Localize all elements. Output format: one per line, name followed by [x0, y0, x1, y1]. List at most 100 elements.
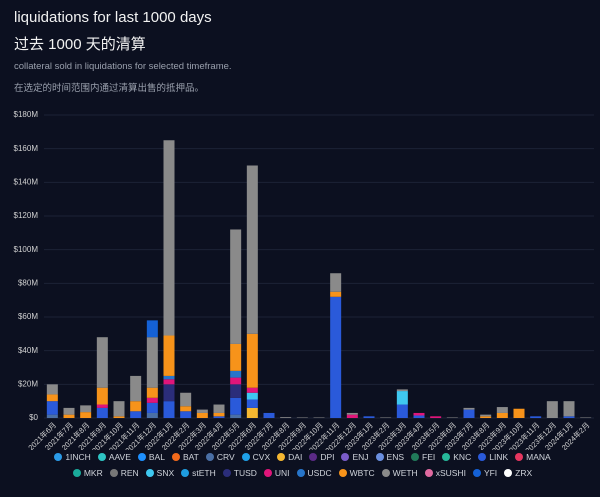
legend-item[interactable]: 1INCH — [54, 452, 91, 462]
bar-segment — [230, 414, 242, 418]
legend-item[interactable]: REN — [109, 468, 139, 478]
bar-segment — [146, 397, 158, 403]
bar-segment — [96, 404, 108, 408]
legend-label: stETH — [192, 468, 216, 478]
bar-segment — [496, 407, 508, 413]
title-zh: 过去 1000 天的清算 — [14, 36, 146, 53]
bar-segment — [146, 402, 158, 413]
bar-segment — [280, 417, 292, 418]
legend-swatch — [109, 469, 118, 477]
bar-segment — [230, 370, 242, 378]
legend-item[interactable]: AAVE — [97, 452, 131, 462]
bar-segment — [346, 412, 358, 415]
legend-swatch — [515, 453, 524, 461]
bar-segment — [380, 417, 392, 418]
legend-item[interactable]: CRV — [205, 452, 235, 462]
legend-item[interactable]: LINK — [478, 452, 508, 462]
legend-swatch — [181, 469, 190, 477]
bar-segment — [480, 414, 492, 417]
legend-item[interactable]: YFI — [472, 468, 498, 478]
legend-swatch — [222, 469, 231, 477]
bar-segment — [580, 417, 592, 418]
y-tick-label: $20M — [18, 379, 38, 388]
bar-segment — [480, 416, 492, 418]
y-tick-label: $140M — [14, 177, 39, 186]
bar-segment — [396, 389, 408, 392]
bar-segment — [46, 394, 58, 402]
legend-swatch — [381, 469, 390, 477]
bar-segment — [163, 401, 175, 418]
legend-item[interactable]: BAT — [171, 452, 199, 462]
legend-item[interactable]: MKR — [72, 468, 103, 478]
legend-swatch — [171, 453, 180, 461]
bar-segment — [146, 320, 158, 338]
bar-segment — [96, 337, 108, 388]
bar-segment — [46, 384, 58, 395]
bar-segment — [563, 401, 575, 417]
legend-label: UNI — [274, 468, 290, 478]
bar-segment — [163, 140, 175, 336]
bar-segment — [230, 384, 242, 398]
legend-label: xSUSHI — [435, 468, 466, 478]
legend-item[interactable]: WETH — [381, 468, 418, 478]
bar-segment — [63, 414, 75, 418]
bar-segment — [413, 412, 425, 416]
bar-segment — [446, 417, 458, 418]
legend-item[interactable]: stETH — [181, 468, 216, 478]
bar-segment — [163, 335, 175, 376]
bar-segment — [63, 407, 75, 415]
legend-swatch — [296, 469, 305, 477]
legend-label: CRV — [216, 452, 235, 462]
legend-label: 1INCH — [65, 452, 91, 462]
bar-segment — [196, 409, 208, 413]
legend-swatch — [478, 453, 487, 461]
bar-segment — [530, 416, 542, 418]
bar-segment — [180, 392, 192, 407]
legend-swatch — [241, 453, 250, 461]
legend-swatch — [277, 453, 286, 461]
legend-item[interactable]: MANA — [515, 452, 551, 462]
legend-item[interactable]: ENJ — [341, 452, 369, 462]
legend-label: ENS — [386, 452, 405, 462]
legend-item[interactable]: ZRX — [504, 468, 532, 478]
legend-item[interactable]: FEI — [411, 452, 435, 462]
bar-segment — [246, 165, 258, 334]
legend-item[interactable]: USDC — [296, 468, 332, 478]
bar-segment — [513, 408, 525, 418]
legend-swatch — [72, 469, 81, 477]
legend-label: LINK — [489, 452, 509, 462]
legend-item[interactable]: UNI — [263, 468, 290, 478]
bar-segment — [546, 401, 558, 418]
y-tick-label: $40M — [18, 346, 38, 355]
legend-item[interactable]: xSUSHI — [424, 468, 466, 478]
legend: 1INCH AAVE BAL BAT CRV CVX DAI DPI ENJ ENS FEI KNC L… — [40, 452, 565, 478]
bar-segment — [230, 343, 242, 371]
legend-label: KNC — [453, 452, 472, 462]
legend-label: ENJ — [352, 452, 369, 462]
bar-segment — [213, 404, 225, 413]
legend-item[interactable]: ENS — [375, 452, 405, 462]
legend-item[interactable]: DAI — [277, 452, 302, 462]
legend-swatch — [442, 453, 451, 461]
legend-label: YFI — [483, 468, 498, 478]
legend-label: ZRX — [515, 468, 533, 478]
bar-segment — [230, 377, 242, 385]
legend-item[interactable]: CVX — [241, 452, 271, 462]
legend-item[interactable]: KNC — [442, 452, 471, 462]
legend-label: CVX — [252, 452, 271, 462]
legend-item[interactable]: DPI — [309, 452, 334, 462]
legend-item[interactable]: TUSD — [222, 468, 257, 478]
legend-item[interactable]: SNX — [145, 468, 174, 478]
bar-segment — [180, 411, 192, 418]
bar-segment — [146, 387, 158, 398]
title: liquidations for last 1000 days — [14, 9, 212, 26]
legend-item[interactable]: BAL — [137, 452, 165, 462]
legend-label: BAL — [148, 452, 165, 462]
bar-segment — [330, 273, 342, 292]
legend-item[interactable]: WBTC — [338, 468, 375, 478]
bar-segment — [130, 411, 142, 418]
legend-swatch — [205, 453, 214, 461]
legend-label: AAVE — [108, 452, 131, 462]
bar-segment — [130, 401, 142, 412]
